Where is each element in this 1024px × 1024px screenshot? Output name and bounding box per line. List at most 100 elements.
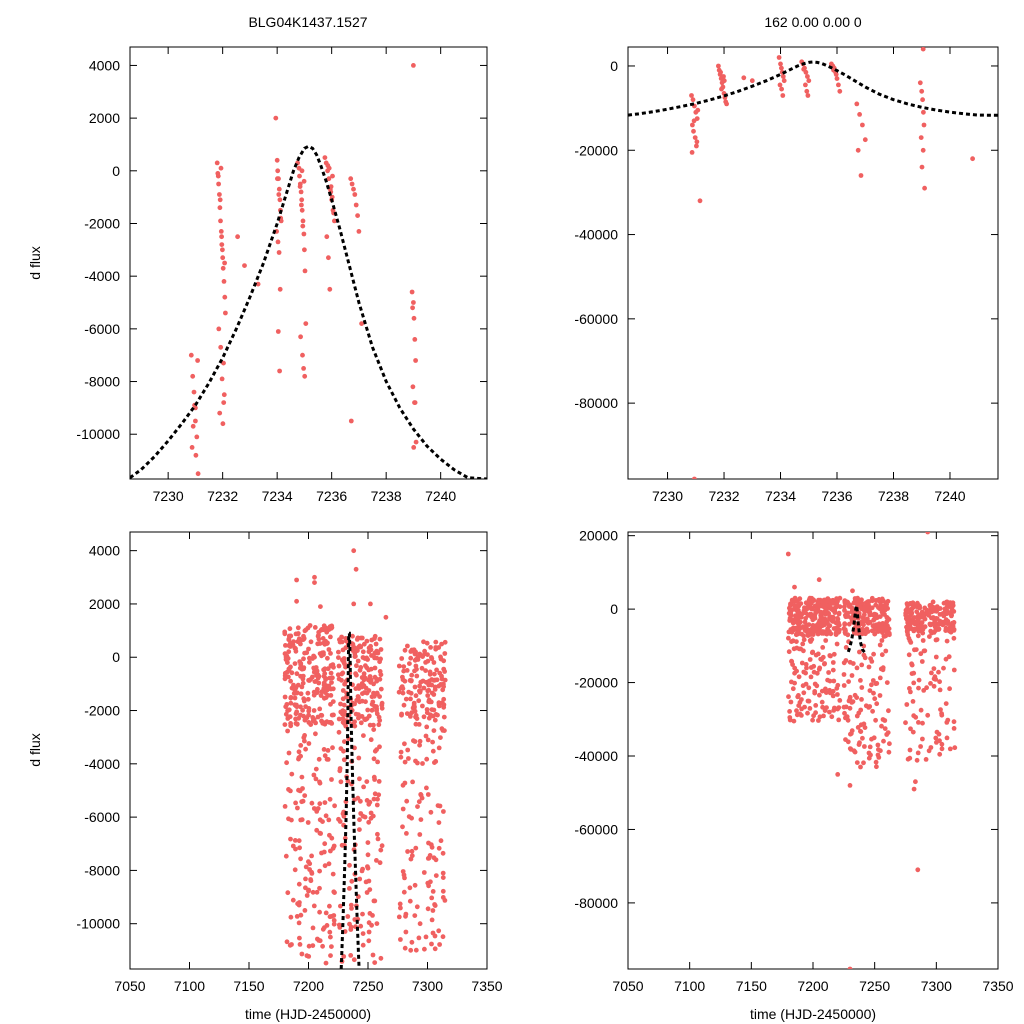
data-point <box>299 817 305 823</box>
data-point <box>843 612 848 618</box>
data-point <box>275 168 281 174</box>
data-point <box>908 601 914 607</box>
data-point <box>412 684 418 690</box>
data-point <box>786 694 791 700</box>
data-point <box>276 186 282 192</box>
data-point <box>409 710 415 716</box>
data-point <box>867 619 873 625</box>
data-point <box>294 577 299 583</box>
data-point <box>905 615 911 620</box>
data-point <box>944 638 950 644</box>
data-point <box>778 61 783 67</box>
data-point <box>320 926 326 932</box>
data-point <box>858 707 864 713</box>
data-point <box>312 574 317 580</box>
data-point <box>379 843 385 849</box>
data-point <box>190 373 196 379</box>
data-point <box>790 686 796 692</box>
data-point <box>336 729 342 735</box>
data-point <box>827 599 833 605</box>
data-point <box>912 619 918 625</box>
ytick-label: -80000 <box>574 895 618 911</box>
data-point <box>883 600 889 606</box>
xtick-label: 7238 <box>371 488 402 504</box>
data-point <box>308 639 314 645</box>
ytick-label: -4000 <box>84 756 120 772</box>
data-point <box>854 665 860 671</box>
data-point <box>874 701 880 707</box>
data-point <box>330 173 335 179</box>
data-point <box>300 707 305 713</box>
data-point <box>798 601 804 606</box>
data-point <box>934 608 939 614</box>
data-point <box>855 725 861 730</box>
data-point <box>327 903 332 909</box>
data-point <box>880 717 886 722</box>
data-point <box>425 737 431 743</box>
data-point <box>436 845 442 851</box>
data-point <box>858 764 863 770</box>
data-point <box>827 709 832 715</box>
data-point <box>943 625 949 631</box>
data-point <box>219 242 225 248</box>
data-point <box>951 609 957 614</box>
data-point <box>308 677 313 682</box>
data-point <box>947 686 952 692</box>
data-point <box>787 715 793 720</box>
data-point <box>801 66 807 72</box>
data-point <box>378 955 384 961</box>
data-point <box>335 672 341 678</box>
data-point <box>311 653 316 659</box>
xtick-label: 7350 <box>982 978 1013 994</box>
data-point <box>339 842 345 848</box>
data-point <box>318 604 323 609</box>
data-point <box>836 611 842 617</box>
data-point <box>398 749 404 755</box>
data-point <box>812 690 818 696</box>
data-point <box>436 745 442 751</box>
data-point <box>862 608 867 614</box>
data-point <box>907 609 912 615</box>
data-point <box>904 702 910 707</box>
data-point <box>408 856 414 862</box>
data-point <box>312 625 318 630</box>
data-point <box>425 906 431 912</box>
data-point <box>340 688 346 693</box>
data-point <box>216 181 222 187</box>
data-point <box>426 840 431 846</box>
data-point <box>861 616 867 621</box>
data-point <box>831 651 837 657</box>
data-point <box>327 286 333 292</box>
data-point <box>403 929 409 935</box>
xtick-label: 7300 <box>921 978 952 994</box>
data-point <box>804 665 809 671</box>
data-point <box>305 696 311 702</box>
data-point <box>296 639 302 645</box>
data-point <box>852 630 858 636</box>
data-point <box>299 951 305 957</box>
data-point <box>372 665 378 671</box>
data-point <box>870 708 875 714</box>
data-point <box>311 772 317 778</box>
ytick-label: -10000 <box>76 426 120 442</box>
data-point <box>340 716 346 721</box>
data-point <box>413 358 418 363</box>
data-point <box>377 669 383 674</box>
data-point <box>909 662 915 668</box>
data-point <box>936 669 941 675</box>
data-point <box>917 605 923 611</box>
data-point <box>348 176 354 182</box>
data-point <box>288 678 293 684</box>
data-point <box>886 749 892 755</box>
data-point <box>313 720 318 726</box>
data-point <box>336 655 341 660</box>
data-point <box>365 707 371 713</box>
data-point <box>436 928 442 934</box>
panel-top-right: -80000 -60000 -40000 -20000 0 7230 7232 7234 723… <box>574 46 999 504</box>
data-point <box>363 879 369 885</box>
data-point <box>283 853 289 859</box>
data-point <box>787 611 793 617</box>
data-point <box>296 838 302 844</box>
data-point <box>307 861 313 867</box>
data-point <box>328 651 333 656</box>
